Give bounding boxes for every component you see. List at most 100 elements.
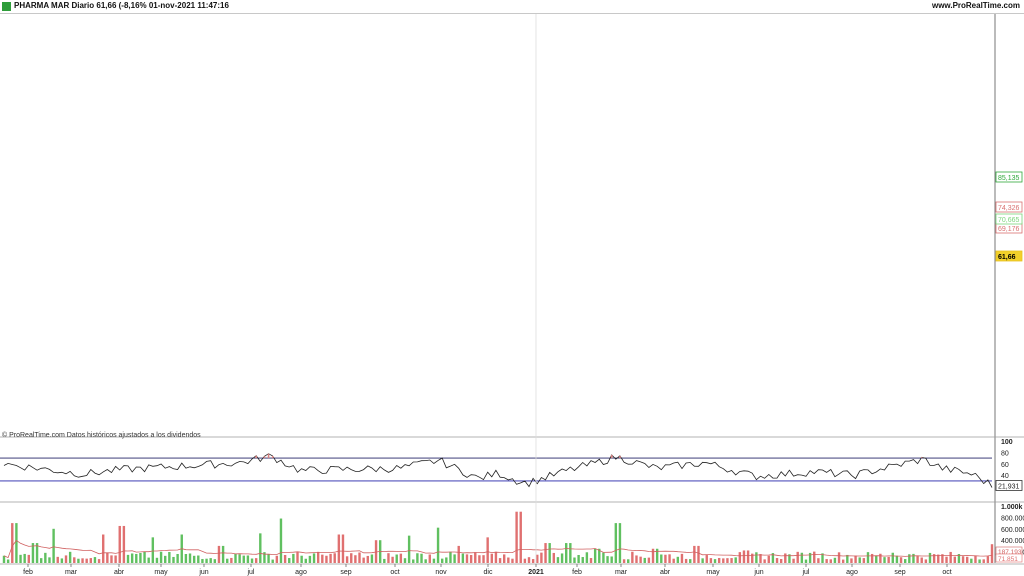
volume-bar	[159, 551, 163, 563]
volume-bar	[366, 555, 369, 563]
volume-bar	[201, 558, 204, 563]
volume-bar	[503, 554, 506, 563]
volume-axis-label: 400.000	[1001, 538, 1024, 545]
volume-bar	[383, 558, 386, 563]
volume-bar	[44, 552, 47, 563]
volume-bar	[593, 548, 597, 563]
volume-bar	[821, 553, 824, 563]
volume-bar	[846, 554, 849, 563]
volume-bar	[374, 540, 378, 563]
volume-bar	[689, 559, 692, 563]
volume-bar	[680, 553, 684, 563]
volume-bar	[813, 551, 816, 563]
volume-bar	[817, 558, 820, 563]
volume-bar	[746, 550, 750, 563]
volume-bar	[957, 554, 961, 563]
header-bar: PHARMA MAR Diario 61,66 (-8,16% 01-nov-2…	[0, 0, 1024, 14]
volume-bar	[672, 558, 675, 563]
volume-bar	[440, 558, 444, 563]
last-value-label: 74,326	[998, 205, 1020, 212]
rsi-axis-label: 80	[1001, 450, 1009, 457]
volume-bar	[949, 551, 952, 563]
rsi-axis-label: 100	[1001, 439, 1013, 446]
volume-bar	[118, 525, 121, 563]
volume-bar	[122, 525, 126, 563]
volume-bar	[246, 555, 250, 563]
volume-bar	[19, 554, 22, 563]
volume-bar	[565, 543, 568, 563]
volume-bar	[788, 554, 791, 563]
volume-bar	[920, 557, 923, 563]
volume-bar	[622, 559, 626, 563]
volume-bar	[804, 559, 808, 563]
volume-bar	[862, 558, 866, 563]
volume-bar	[734, 557, 737, 563]
volume-bar	[854, 555, 857, 563]
volume-bar	[428, 554, 431, 563]
volume-bar	[759, 554, 762, 563]
volume-bar	[738, 552, 742, 563]
volume-bar	[899, 557, 903, 563]
volume-bar	[903, 559, 907, 563]
volume-bar	[52, 528, 55, 563]
volume-bar	[6, 559, 10, 563]
volume-bar	[631, 551, 634, 563]
time-axis-label: may	[154, 569, 168, 576]
volume-bar	[796, 551, 799, 563]
volume-bar	[263, 552, 266, 563]
volume-bar	[775, 558, 779, 563]
volume-bar	[126, 554, 130, 563]
volume-bar	[763, 559, 766, 563]
time-axis-label: jul	[246, 569, 254, 576]
volume-bar	[329, 553, 332, 563]
volume-bar	[234, 553, 237, 563]
volume-bar	[403, 558, 407, 563]
volume-bar	[407, 535, 411, 563]
volume-bar	[606, 556, 609, 563]
volume-bar	[722, 558, 725, 563]
volume-bar	[308, 555, 312, 563]
last-value-badge	[995, 201, 1023, 213]
volume-bar	[751, 553, 754, 563]
last-value-label: 70,665	[998, 217, 1020, 224]
volume-bar	[106, 552, 109, 563]
volume-bar	[693, 545, 696, 563]
last-value-label: 61,66	[998, 254, 1016, 261]
time-axis-label: feb	[572, 569, 582, 576]
rsi-axis-label: 60	[1001, 462, 1009, 469]
last-value-label: 69,176	[998, 226, 1020, 233]
volume-bar	[937, 554, 940, 563]
volume-bar	[507, 557, 510, 563]
time-axis-label: feb	[23, 569, 33, 576]
volume-bar	[837, 552, 841, 563]
volume-bar	[639, 556, 642, 563]
site-link[interactable]: www.ProRealTime.com	[931, 1, 1020, 10]
volume-bar	[135, 553, 138, 563]
volume-bar	[325, 555, 328, 563]
volume-bar	[221, 545, 225, 563]
volume-bar	[511, 558, 514, 563]
volume-bar	[800, 552, 804, 563]
price-chart-area[interactable]: 40608010012014016061,6685,13574,32669,17…	[0, 14, 1024, 576]
volume-bar	[519, 511, 522, 563]
volume-bar	[486, 537, 489, 563]
rsi-last-value-label: 21,931	[998, 483, 1020, 490]
volume-bar	[676, 556, 680, 563]
volume-bar	[883, 557, 886, 563]
volume-bar	[213, 559, 217, 563]
volume-bar	[469, 555, 473, 563]
volume-bar	[457, 545, 460, 563]
time-axis-label: dic	[484, 569, 493, 576]
volume-bar	[713, 559, 717, 563]
volume-bar	[436, 527, 440, 563]
volume-bar	[321, 554, 324, 563]
volume-bar	[73, 557, 76, 563]
volume-bar	[412, 559, 415, 563]
rsi-axis-label: 40	[1001, 473, 1009, 480]
last-value-label: 85,135	[998, 175, 1020, 182]
volume-bar	[354, 555, 357, 563]
volume-bar	[333, 553, 336, 563]
volume-bar	[176, 553, 179, 563]
volume-bar	[288, 558, 291, 563]
volume-bar	[705, 555, 708, 563]
